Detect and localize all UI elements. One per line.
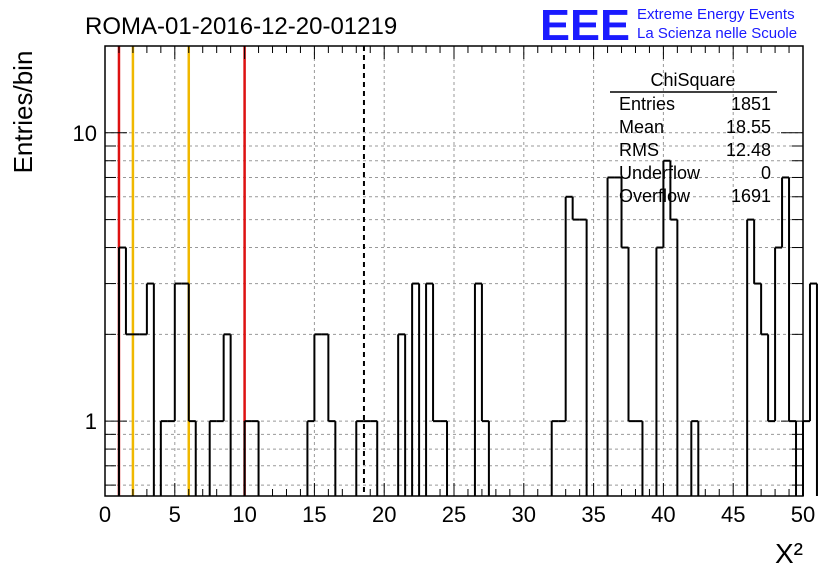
x-tick-label: 10: [232, 502, 256, 527]
grid: [105, 46, 803, 496]
stats-value: 18.55: [726, 117, 771, 137]
run-title: ROMA-01-2016-12-20-01219: [85, 13, 397, 40]
stats-value: 1851: [731, 94, 771, 114]
stats-value: 1691: [731, 186, 771, 206]
stats-row: Overflow 1691: [619, 186, 771, 206]
stats-row: Entries 1851: [619, 94, 771, 114]
x-tick-label: 40: [651, 502, 675, 527]
stats-box: ChiSquare Entries 1851 Mean 18.55 RMS 12.48 Un…: [610, 70, 777, 206]
x-tick-label: 0: [99, 502, 111, 527]
x-tick-label: 25: [442, 502, 466, 527]
x-tick-label: 30: [512, 502, 536, 527]
stats-row: Underflow 0: [619, 163, 771, 183]
axis-ticks: 0 5 10 15 20 25 30 35 40 45 50 1 10: [73, 46, 815, 527]
histogram-series: [117, 159, 818, 496]
stats-label: RMS: [619, 140, 659, 160]
x-axis-label: X²: [775, 538, 803, 569]
stats-row: RMS 12.48: [619, 140, 771, 160]
x-tick-label: 50: [791, 502, 815, 527]
x-tick-label: 5: [169, 502, 181, 527]
logo-subtitle-line2: La Scienza nelle Scuole: [637, 25, 797, 42]
marker-lines: [117, 46, 365, 496]
stats-value: 0: [761, 163, 771, 183]
stats-label: Entries: [619, 94, 675, 114]
stats-label: Mean: [619, 117, 664, 137]
x-tick-label: 45: [721, 502, 745, 527]
stats-label: Overflow: [619, 186, 691, 206]
x-tick-label: 35: [581, 502, 605, 527]
logo-subtitle-line1: Extreme Energy Events: [637, 6, 795, 23]
y-axis-label: Entries/bin: [8, 51, 38, 174]
eee-logo: EEE: [540, 1, 630, 50]
stats-value: 12.48: [726, 140, 771, 160]
stats-label: Underflow: [619, 163, 701, 183]
x-tick-label: 20: [372, 502, 396, 527]
x-tick-label: 15: [302, 502, 326, 527]
y-tick-label: 1: [85, 409, 97, 434]
y-tick-label: 10: [73, 121, 97, 146]
stats-title: ChiSquare: [650, 70, 735, 90]
stats-row: Mean 18.55: [619, 117, 771, 137]
